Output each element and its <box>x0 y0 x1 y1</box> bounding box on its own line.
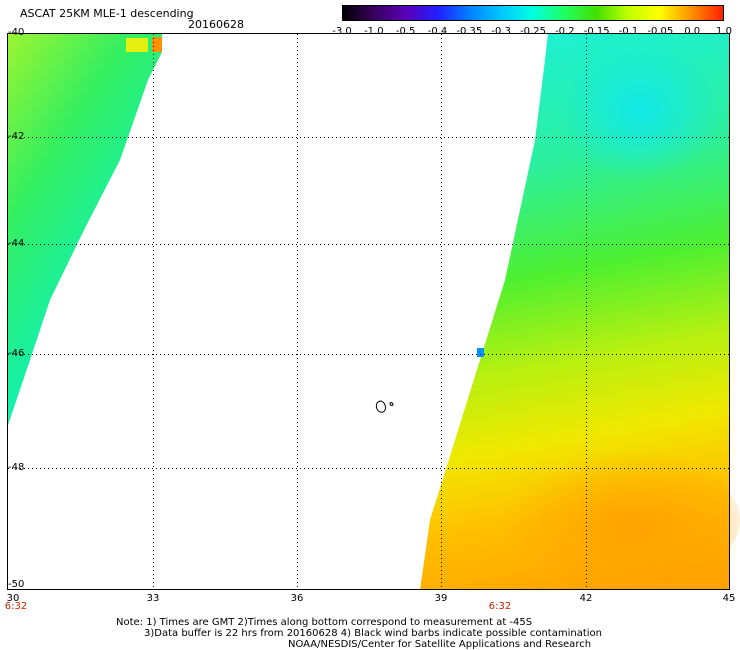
colorbar-tick-label: -0.25 <box>520 26 546 37</box>
lon-label-33: 33 <box>146 593 160 604</box>
swath-west-yellow-cell <box>126 38 148 52</box>
swath-west-orange-cell <box>152 37 162 52</box>
map-frame <box>7 33 730 590</box>
colorbar-tick-label: -0.35 <box>456 26 483 37</box>
colorbar-tick-label: -0.1 <box>618 26 639 37</box>
note-line-1: Note: 1) Times are GMT 2)Times along bot… <box>116 617 533 628</box>
swath-east-orange-core <box>500 450 740 590</box>
colorbar-tick-label: -0.2 <box>555 26 575 37</box>
colorbar-tick-label: -0.15 <box>583 26 610 37</box>
colorbar-tick-label: 0.0 <box>684 26 701 37</box>
colorbar-tick-label: -0.4 <box>427 26 448 37</box>
colorbar-tick-label: 1.0 <box>716 26 732 37</box>
island-outline <box>375 400 394 413</box>
lat-label-46: -46 <box>8 348 25 359</box>
colorbar-tick-label: -0.5 <box>395 26 416 37</box>
swath-west <box>8 33 162 425</box>
lat-label-42: -42 <box>8 131 25 142</box>
lat-label-50: -50 <box>8 579 25 590</box>
chart-title: ASCAT 25KM MLE-1 descending <box>20 7 194 20</box>
lon-label-30: 30 <box>6 593 20 604</box>
colorbar-tick-label: -3.0 <box>332 26 352 37</box>
lon-label-36: 36 <box>290 593 304 604</box>
lat-label-44: -44 <box>8 238 25 249</box>
lon-label-39: 39 <box>434 593 448 604</box>
colorbar <box>342 5 724 21</box>
swath-east-blue-cell <box>477 348 484 357</box>
time-label-west: 6:32 <box>4 601 28 612</box>
graticule <box>8 34 730 590</box>
time-label-east: 6:32 <box>488 601 512 612</box>
lon-label-42: 42 <box>579 593 593 604</box>
lat-label-40: -40 <box>8 27 25 38</box>
colorbar-tick-label: -0.3 <box>491 26 511 37</box>
chart-date: 20160628 <box>188 18 244 31</box>
lon-label-45: 45 <box>722 593 736 604</box>
colorbar-tick-label: -0.05 <box>647 26 674 37</box>
lat-label-48: -48 <box>8 462 25 473</box>
note-line-3: NOAA/NESDIS/Center for Satellite Applica… <box>288 639 592 650</box>
swath-east-cyan-core <box>560 40 720 180</box>
note-line-2: 3)Data buffer is 22 hrs from 20160628 4)… <box>144 628 602 639</box>
colorbar-tick-label: -1.0 <box>364 26 384 37</box>
